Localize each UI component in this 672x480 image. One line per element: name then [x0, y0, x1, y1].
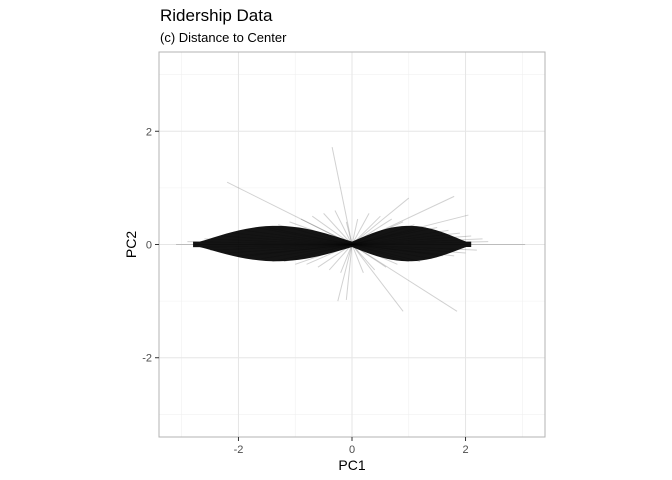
distance-segment-60	[345, 244, 353, 301]
dense-segment-mass-left	[193, 225, 352, 262]
x-tick-label-1: 0	[349, 444, 355, 456]
distance-segment-59	[351, 244, 458, 312]
chart-subtitle: (c) Distance to Center	[160, 30, 287, 45]
distance-segment-61	[337, 244, 353, 302]
distance-segment-54	[331, 147, 353, 245]
distance-segment-28	[351, 218, 359, 245]
y-tick-label-1: 0	[146, 240, 152, 252]
dense-segment-mass-right	[352, 225, 472, 262]
distance-segment-26	[340, 244, 353, 273]
distance-segment-24	[328, 244, 353, 271]
distance-segment-23	[323, 213, 353, 245]
distance-segment-53	[226, 181, 353, 245]
distance-segment-27	[345, 221, 353, 245]
distance-segment-55	[351, 197, 410, 245]
distance-segment-30	[351, 213, 370, 245]
y-tick-label-2: 2	[146, 126, 152, 138]
x-tick-label-2: 2	[462, 444, 468, 456]
y-axis-title: PC2	[123, 231, 139, 258]
x-tick-label-0: -2	[234, 444, 244, 456]
y-tick-label-0: -2	[142, 353, 152, 365]
distance-segment-31	[351, 244, 376, 271]
distance-segment-25	[334, 210, 353, 245]
distance-segments	[176, 147, 526, 312]
distance-segment-58	[351, 244, 404, 312]
distance-segment-29	[351, 244, 364, 273]
x-axis-title: PC1	[338, 457, 365, 473]
axis-ticks: -2 0 2 -2 0 2	[142, 126, 468, 456]
chart-title: Ridership Data	[160, 6, 273, 25]
